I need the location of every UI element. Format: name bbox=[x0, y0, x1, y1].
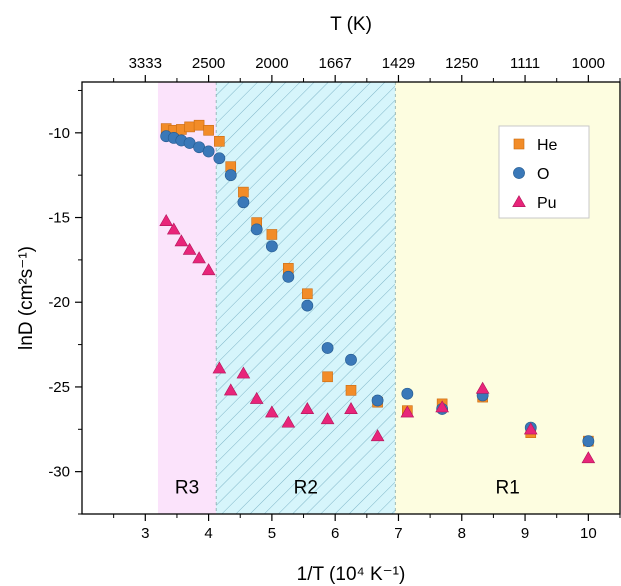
top-tick-label: 3333 bbox=[129, 55, 162, 72]
point-he bbox=[345, 385, 357, 396]
legend-label-pu: Pu bbox=[537, 195, 557, 212]
point-pu bbox=[249, 391, 264, 404]
point-he bbox=[266, 229, 278, 240]
point-o bbox=[282, 270, 295, 283]
plot-frame bbox=[81, 81, 621, 515]
y-tick-label: -30 bbox=[48, 464, 70, 481]
region-label-r2: R2 bbox=[294, 478, 318, 499]
point-pu bbox=[370, 429, 385, 442]
x-tick-label: 3 bbox=[141, 525, 149, 542]
legend-marker-pu bbox=[512, 195, 526, 208]
point-pu bbox=[174, 234, 189, 247]
top-tick-label: 1667 bbox=[318, 55, 351, 72]
point-o bbox=[321, 342, 334, 354]
point-pu bbox=[475, 381, 490, 394]
point-pu bbox=[166, 222, 181, 235]
point-he bbox=[193, 119, 205, 131]
legend-marker-he bbox=[513, 138, 525, 150]
point-he bbox=[238, 186, 249, 198]
x-tick-label: 7 bbox=[394, 525, 402, 542]
x-tick-label: 5 bbox=[268, 525, 276, 542]
y-axis: -10 -15 -20 -25 -30 bbox=[48, 89, 82, 515]
point-o bbox=[224, 169, 237, 182]
point-pu bbox=[212, 361, 227, 374]
point-he bbox=[322, 371, 333, 383]
legend: He O Pu bbox=[498, 125, 590, 219]
point-pu bbox=[281, 415, 296, 428]
point-o bbox=[401, 387, 414, 400]
top-tick-label: 1429 bbox=[382, 55, 415, 72]
point-pu bbox=[236, 366, 251, 379]
top-axis-title: T (K) bbox=[330, 14, 372, 35]
data-points-layer bbox=[159, 119, 596, 464]
top-tick-label: 1250 bbox=[445, 55, 478, 72]
point-o bbox=[213, 152, 226, 165]
top-tick-label: 1000 bbox=[572, 55, 605, 72]
point-pu bbox=[223, 383, 238, 396]
point-o bbox=[371, 394, 384, 407]
region-label-r3: R3 bbox=[175, 478, 199, 499]
point-o bbox=[345, 353, 357, 366]
point-pu bbox=[344, 402, 358, 414]
y-tick-label: -15 bbox=[48, 210, 70, 227]
point-pu bbox=[320, 412, 335, 425]
point-he bbox=[184, 121, 195, 133]
x-tick-label: 4 bbox=[204, 525, 212, 542]
region-label-r1: R1 bbox=[496, 478, 520, 499]
point-he bbox=[203, 124, 214, 136]
point-pu bbox=[192, 251, 206, 264]
point-pu bbox=[435, 400, 449, 413]
x-tick-label: 10 bbox=[580, 525, 597, 542]
legend-label-he: He bbox=[537, 137, 558, 154]
point-pu bbox=[581, 451, 596, 464]
y-tick-label: -10 bbox=[48, 125, 70, 142]
point-o bbox=[582, 435, 595, 448]
y-tick-label: -20 bbox=[48, 294, 70, 311]
series-pu bbox=[159, 214, 596, 464]
point-o bbox=[250, 223, 263, 236]
point-he bbox=[214, 135, 225, 147]
point-pu bbox=[523, 422, 538, 435]
point-pu bbox=[201, 263, 216, 276]
y-tick-label: -25 bbox=[48, 379, 70, 396]
point-he bbox=[302, 288, 313, 300]
x-tick-label: 9 bbox=[521, 525, 529, 542]
x-tick-label: 6 bbox=[331, 525, 339, 542]
y-axis-title: lnD (cm²s⁻¹) bbox=[16, 246, 37, 350]
bottom-x-axis: 3 4 5 6 7 8 9 10 bbox=[113, 514, 621, 542]
legend-marker-o bbox=[513, 167, 525, 179]
point-pu bbox=[265, 405, 279, 418]
point-pu bbox=[400, 405, 415, 418]
point-pu bbox=[159, 214, 173, 226]
series-o bbox=[160, 130, 595, 448]
top-x-axis: 3333 2500 2000 1667 1429 1250 1111 1000 bbox=[113, 55, 621, 82]
point-pu bbox=[300, 402, 315, 414]
x-axis-title: 1/T (10⁴ K⁻¹) bbox=[297, 564, 406, 585]
top-tick-label: 1111 bbox=[510, 55, 540, 72]
point-o bbox=[237, 196, 250, 209]
point-o bbox=[265, 240, 278, 253]
point-o bbox=[301, 299, 314, 312]
point-pu bbox=[182, 242, 197, 255]
legend-label-o: O bbox=[537, 166, 549, 183]
top-tick-label: 2500 bbox=[192, 55, 225, 72]
top-tick-label: 2000 bbox=[255, 55, 288, 72]
x-tick-label: 8 bbox=[458, 525, 466, 542]
point-o bbox=[202, 145, 215, 158]
